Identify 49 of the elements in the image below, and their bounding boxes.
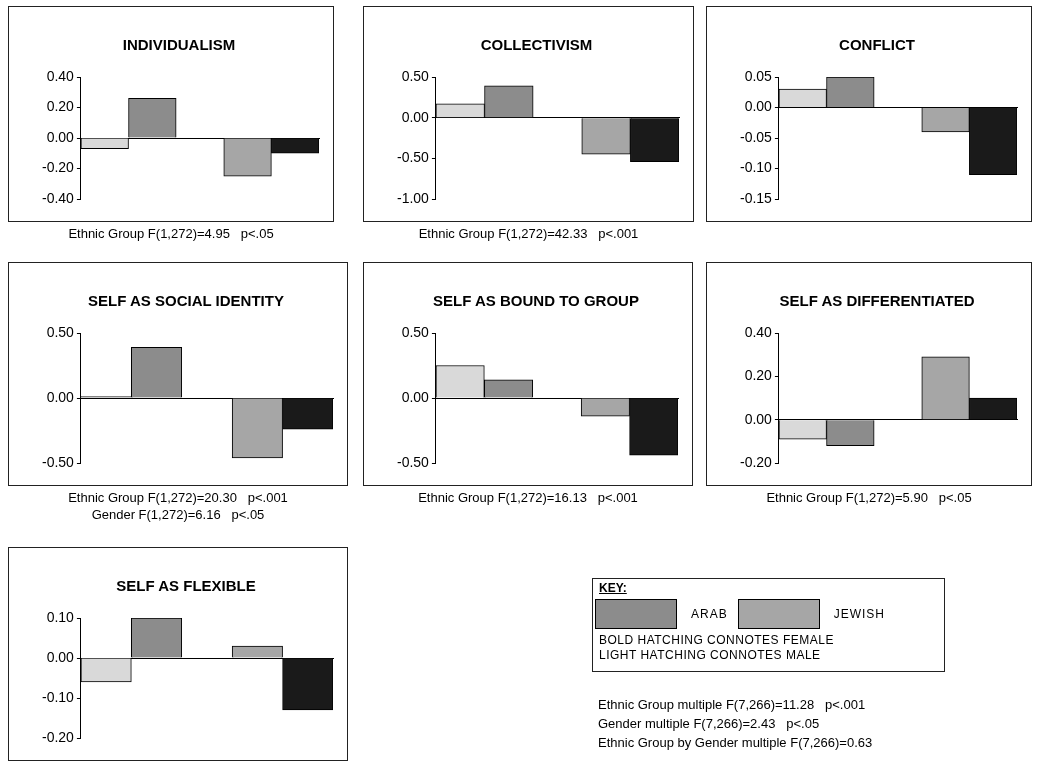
y-tick-label: -0.10 — [41, 688, 75, 705]
y-tick-label: 0.20 — [744, 367, 773, 384]
y-tick-label: -0.15 — [739, 189, 773, 206]
y-tick-label: -0.50 — [41, 453, 75, 470]
y-tick-label: -1.00 — [396, 189, 430, 206]
y-tick-label: -0.10 — [739, 159, 773, 176]
y-tick-label: -0.50 — [396, 453, 430, 470]
text: Ethnic Group multiple F(7,266)=11.28 p<.001 — [598, 696, 867, 714]
text: Ethnic Group F(1,272)=42.33 p<.001 — [417, 225, 640, 242]
y-tick-label: 0.20 — [46, 98, 75, 115]
text: Ethnic Group F(1,272)=20.30 p<.001 — [67, 489, 289, 506]
y-tick-label: -0.20 — [41, 159, 75, 176]
text: Ethnic Group F(1,272)=5.90 p<.05 — [765, 489, 973, 506]
y-tick-label: -0.50 — [396, 149, 430, 166]
y-tick-label: 0.00 — [46, 648, 75, 665]
y-tick-label: 0.40 — [46, 67, 75, 84]
text: BOLD HATCHING CONNOTES FEMALE — [599, 633, 834, 648]
y-tick-label: 0.00 — [744, 98, 773, 115]
text: Ethnic Group by Gender multiple F(7,266)=0.63 — [598, 734, 874, 752]
text: Ethnic Group F(1,272)=16.13 p<.001 — [417, 489, 639, 506]
chart-title: SELF AS FLEXIBLE — [116, 577, 256, 595]
y-tick-label: -0.40 — [41, 189, 75, 206]
y-tick-label: -0.05 — [739, 128, 773, 145]
text: KEY: — [599, 581, 627, 595]
y-tick-label: -0.20 — [739, 453, 773, 470]
text: Gender multiple F(7,266)=2.43 p<.05 — [598, 715, 821, 733]
y-tick-label: 0.50 — [401, 67, 430, 84]
y-tick-label: 0.05 — [744, 67, 773, 84]
y-tick-label: 0.00 — [46, 128, 75, 145]
chart-title: COLLECTIVISM — [480, 36, 593, 54]
text: Gender F(1,272)=6.16 p<.05 — [90, 506, 266, 523]
y-tick-label: -0.20 — [41, 728, 75, 745]
y-tick-label: 0.00 — [401, 108, 430, 125]
text: ARAB — [691, 607, 728, 621]
text: Ethnic Group F(1,272)=4.95 p<.05 — [67, 225, 275, 242]
y-tick-label: 0.00 — [401, 388, 430, 405]
y-tick-label: 0.40 — [744, 323, 773, 340]
y-tick-label: 0.50 — [401, 323, 430, 340]
chart-title: INDIVIDUALISM — [122, 36, 236, 54]
chart-title: CONFLICT — [839, 36, 915, 54]
text: JEWISH — [833, 607, 886, 621]
chart-title: SELF AS DIFFERENTIATED — [779, 292, 975, 310]
chart-title: SELF AS BOUND TO GROUP — [433, 292, 639, 310]
chart-title: SELF AS SOCIAL IDENTITY — [88, 292, 284, 310]
y-tick-label: 0.00 — [46, 388, 75, 405]
y-tick-label: 0.00 — [744, 410, 773, 427]
text: LIGHT HATCHING CONNOTES MALE — [599, 648, 822, 663]
y-tick-label: 0.10 — [46, 608, 75, 625]
y-tick-label: 0.50 — [46, 323, 75, 340]
